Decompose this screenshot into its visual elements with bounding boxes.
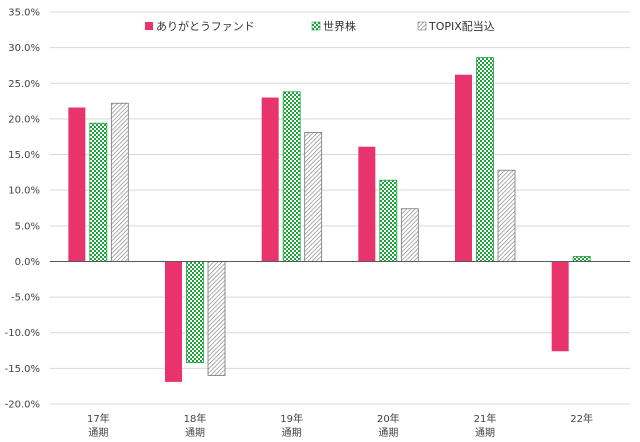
bar-solid-4	[455, 74, 472, 262]
bar-diagonal-0	[110, 102, 129, 262]
category-label: 19年	[280, 412, 303, 425]
bar-solid-0	[68, 107, 86, 262]
y-tick-label: -20.0%	[5, 400, 40, 411]
y-tick-label: 30.0%	[8, 43, 40, 54]
bar-diagonal-4	[497, 169, 516, 262]
category-label: 通期	[88, 427, 108, 439]
bar-solid-2	[261, 97, 279, 262]
legend: ありがとうファンド 世界株 TOPIX配当込	[145, 19, 495, 33]
bar-checker-5	[572, 256, 591, 262]
legend-swatch	[417, 21, 427, 31]
y-tick-label: 25.0%	[8, 79, 40, 90]
y-tick-label: 15.0%	[8, 150, 40, 161]
y-tick-label: -10.0%	[5, 328, 40, 339]
bar-diagonal-3	[400, 208, 419, 262]
y-tick-label: 0.0%	[15, 257, 40, 268]
category-label: 通期	[185, 427, 205, 439]
category-label: 通期	[475, 427, 495, 439]
bar-solid-1	[165, 261, 182, 382]
bar-solid-3	[358, 146, 376, 262]
legend-label: TOPIX配当込	[428, 19, 495, 33]
bar-diagonal-2	[304, 132, 323, 262]
bar-checker-4	[476, 57, 494, 262]
y-tick-label: 35.0%	[8, 8, 40, 19]
category-label: 通期	[378, 427, 398, 439]
bars	[68, 57, 591, 382]
y-tick-label: 20.0%	[8, 114, 40, 125]
y-tick-label: 5.0%	[15, 221, 40, 232]
category-label: 17年	[87, 412, 110, 425]
legend-label: 世界株	[323, 19, 356, 33]
legend-label: ありがとうファンド	[156, 19, 255, 33]
y-axis-tick-labels: 35.0% 30.0% 25.0% 20.0% 15.0% 10.0% 5.0% 0.0% -5…	[5, 8, 40, 411]
bar-checker-0	[89, 122, 108, 262]
category-label: 通期	[282, 427, 302, 439]
bar-diagonal-1	[207, 261, 226, 376]
bar-checker-1	[186, 261, 204, 364]
category-label: 22年	[570, 412, 593, 425]
bar-checker-3	[379, 179, 398, 262]
y-tick-label: -15.0%	[5, 364, 40, 375]
y-tick-label: -5.0%	[11, 293, 40, 304]
bar-solid-5	[551, 261, 569, 352]
gridlines	[50, 11, 630, 405]
bar-checker-2	[282, 91, 301, 262]
y-tick-label: 10.0%	[8, 186, 40, 197]
legend-swatch	[145, 22, 153, 30]
legend-swatch	[311, 21, 321, 31]
category-label: 21年	[474, 412, 497, 425]
category-label: 20年	[377, 412, 400, 425]
category-label: 18年	[184, 412, 207, 425]
